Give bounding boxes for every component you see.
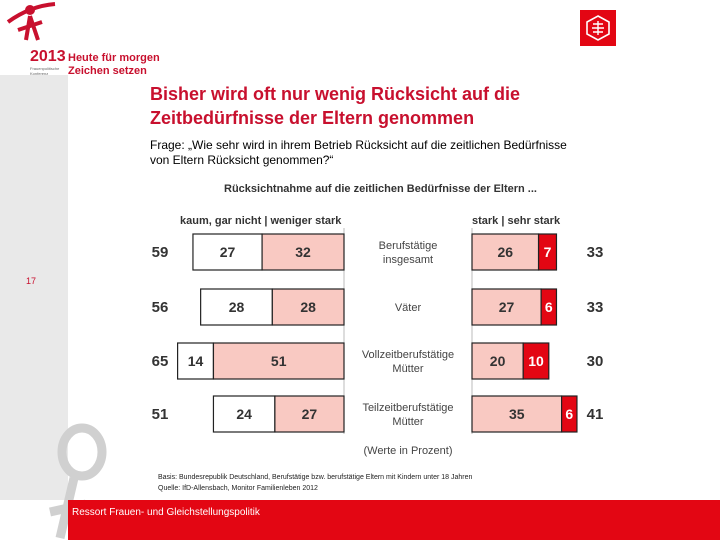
label-sehr-stark: 10 (528, 353, 544, 369)
bar-kaum-gar-nicht (192, 233, 263, 271)
ig-logo-icon (580, 10, 616, 46)
label-kaum-gar-nicht: 14 (188, 353, 204, 369)
label-weniger-stark: 28 (300, 299, 316, 315)
bar-sehr-stark (560, 395, 578, 433)
label-weniger-stark: 27 (302, 406, 318, 422)
category-label: Vollzeitberufstätige (362, 349, 454, 361)
bar-stark (471, 395, 563, 433)
right-total: 30 (587, 353, 604, 370)
left-total: 59 (152, 244, 169, 261)
bar-weniger-stark (212, 342, 345, 380)
bar-kaum-gar-nicht (212, 395, 276, 433)
category-label: Mütter (392, 416, 424, 428)
bar-sehr-stark (537, 233, 558, 271)
footer-bar (68, 500, 720, 540)
right-header: stark | sehr stark (472, 215, 561, 227)
label-kaum-gar-nicht: 24 (236, 406, 252, 422)
title-line-1: Bisher wird oft nur wenig Rücksicht auf … (150, 84, 521, 104)
slide-number: 17 (26, 276, 37, 286)
left-total: 56 (152, 299, 169, 316)
label-stark: 26 (497, 244, 513, 260)
bar-sehr-stark (522, 342, 550, 380)
footer-label: Ressort Frauen- und Gleichstellungspolit… (72, 507, 260, 518)
logo-slogan-line1: Heute für morgen (68, 52, 160, 64)
logo-year: 2013 (30, 48, 66, 65)
label-sehr-stark: 7 (544, 244, 552, 260)
logo-slogan: Heute für morgen Zeichen setzen (68, 52, 160, 78)
unit-note: (Werte in Prozent) (363, 445, 452, 457)
right-total: 33 (587, 299, 604, 316)
sidebar-panel (0, 75, 68, 500)
bar-sehr-stark (540, 288, 558, 326)
question-line-1: Frage: „Wie sehr wird in ihrem Betrieb R… (150, 138, 567, 152)
label-sehr-stark: 6 (545, 299, 553, 315)
category-label: Väter (395, 302, 422, 314)
left-header: kaum, gar nicht | weniger stark (180, 215, 342, 227)
bar-weniger-stark (274, 395, 345, 433)
chart-title: Rücksichtnahme auf die zeitlichen Bedürf… (224, 183, 537, 195)
source-base: Basis: Bundesrepublik Deutschland, Beruf… (158, 474, 473, 481)
category-label: insgesamt (383, 254, 433, 266)
logo-figure (6, 2, 56, 41)
label-stark: 35 (509, 406, 525, 422)
source-citation: Quelle: IfD-Allensbach, Monitor Familien… (158, 485, 318, 492)
bar-stark (471, 342, 524, 380)
question-line-2: von Eltern Rücksicht genommen?“ (150, 153, 334, 167)
page-title: Bisher wird oft nur wenig Rücksicht auf … (150, 82, 670, 130)
label-kaum-gar-nicht: 28 (229, 299, 245, 315)
right-total: 41 (587, 406, 604, 423)
label-weniger-stark: 32 (295, 244, 311, 260)
label-sehr-stark: 6 (565, 406, 573, 422)
category-label: Mütter (392, 363, 424, 375)
bar-weniger-stark (261, 233, 345, 271)
source-note: Basis: Bundesrepublik Deutschland, Beruf… (158, 472, 472, 494)
label-kaum-gar-nicht: 27 (220, 244, 236, 260)
question-text: Frage: „Wie sehr wird in ihrem Betrieb R… (150, 138, 690, 168)
label-weniger-stark: 51 (271, 353, 287, 369)
title-line-2: Zeitbedürfnisse der Eltern genommen (150, 108, 475, 128)
logo-slogan-line2: Zeichen setzen (68, 65, 147, 77)
right-total: 33 (587, 244, 604, 261)
bar-weniger-stark (271, 288, 345, 326)
category-label: Teilzeitberufstätige (362, 402, 453, 414)
left-total: 65 (152, 353, 169, 370)
bar-stark (471, 233, 540, 271)
label-stark: 27 (499, 299, 515, 315)
label-stark: 20 (490, 353, 506, 369)
bar-kaum-gar-nicht (200, 288, 273, 326)
left-total: 51 (152, 406, 169, 423)
logo-subtitle: Frauenpolitische Konferenz (30, 66, 60, 76)
category-label: Berufstätige (379, 240, 438, 252)
